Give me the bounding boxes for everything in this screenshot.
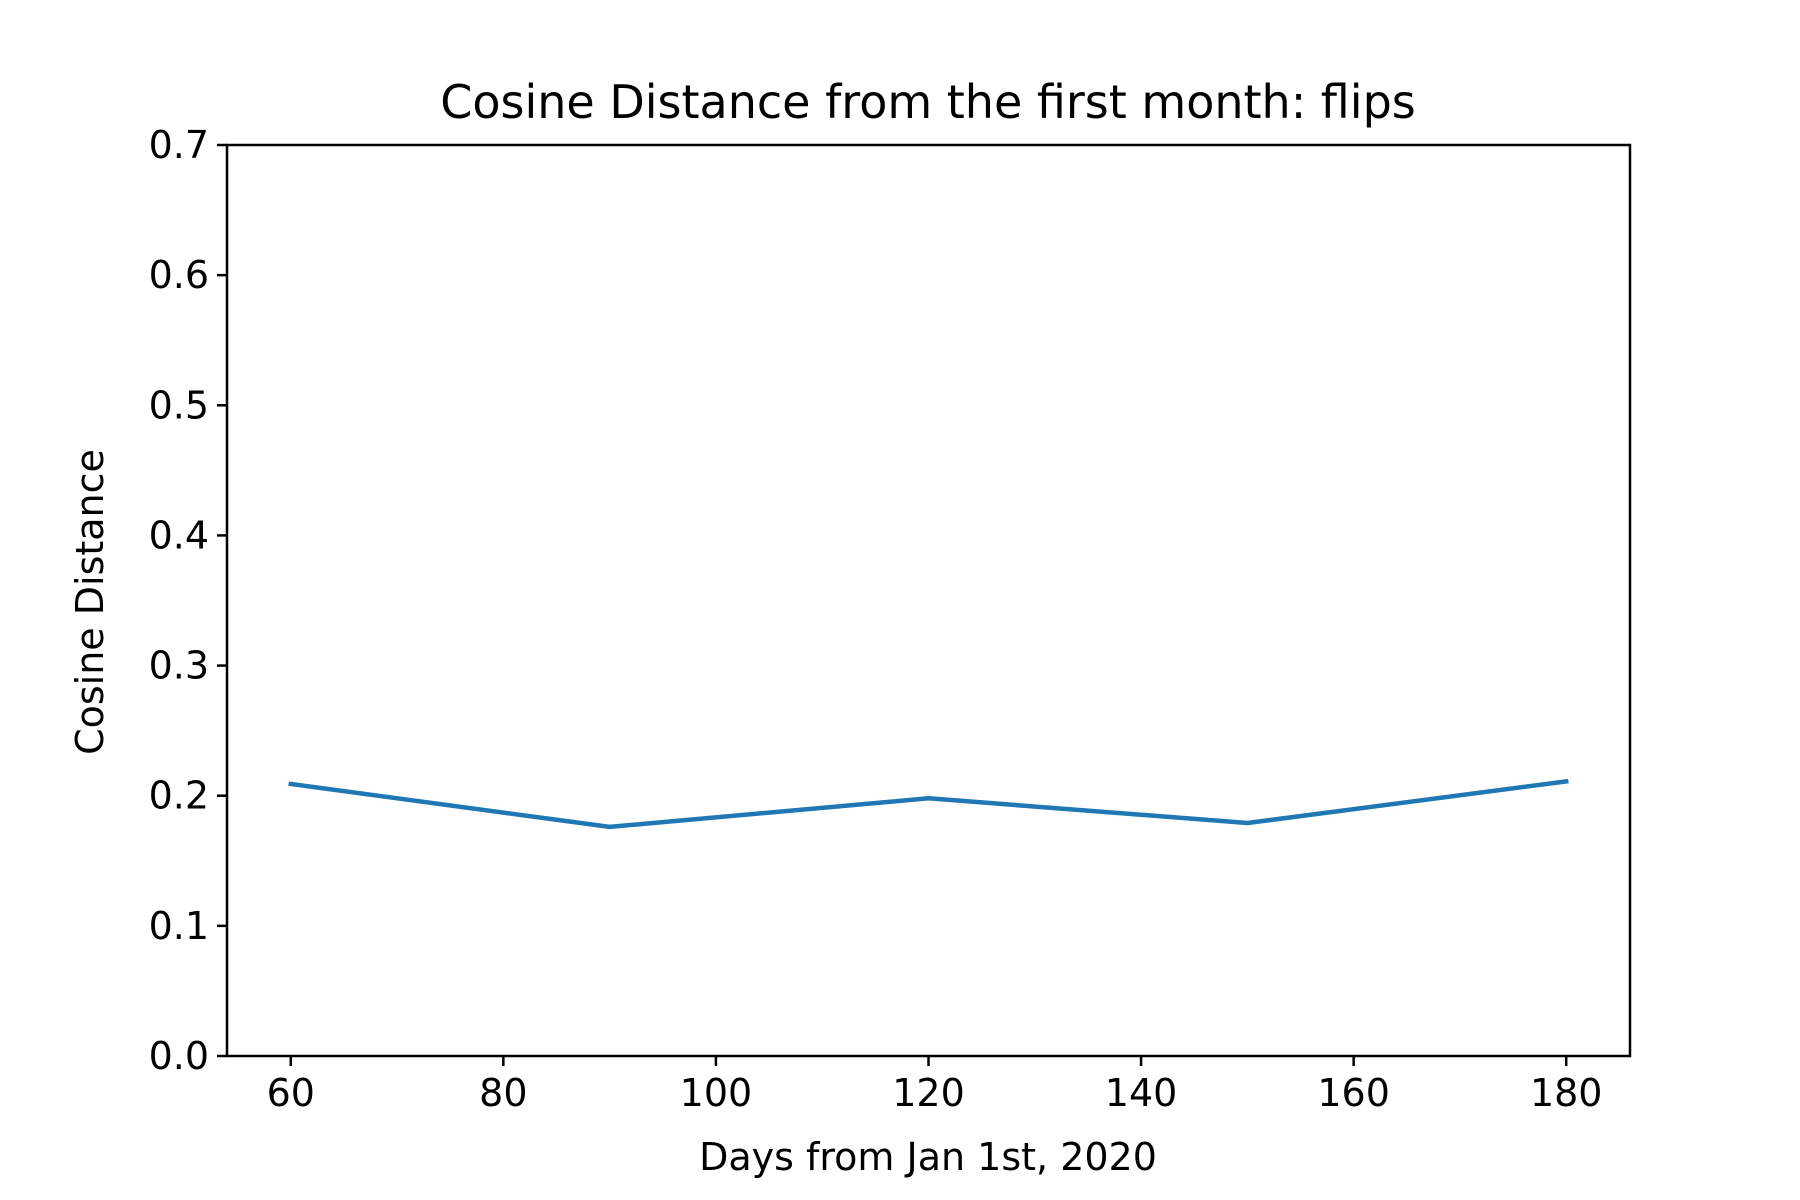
y-tick-label: 0.7 <box>149 123 209 167</box>
x-tick-label: 100 <box>680 1071 753 1115</box>
y-axis-label: Cosine Distance <box>68 449 112 755</box>
series-line <box>288 778 1569 830</box>
chart-title: Cosine Distance from the first month: fl… <box>440 75 1415 129</box>
y-tick-label: 0.1 <box>149 904 209 948</box>
x-tick-label: 180 <box>1530 1071 1603 1115</box>
y-tick-label: 0.3 <box>149 644 209 688</box>
x-tick-label: 160 <box>1317 1071 1390 1115</box>
x-tick-label: 140 <box>1105 1071 1178 1115</box>
x-tick-label: 60 <box>267 1071 315 1115</box>
x-tick-label: 120 <box>892 1071 965 1115</box>
plot-frame <box>225 143 1632 1058</box>
y-tick-label: 0.5 <box>149 383 209 427</box>
x-axis-label: Days from Jan 1st, 2020 <box>699 1135 1157 1179</box>
y-tick-label: 0.4 <box>149 513 209 557</box>
y-tick-label: 0.0 <box>149 1034 209 1078</box>
y-tick-label: 0.2 <box>149 774 209 818</box>
y-tick-label: 0.6 <box>149 253 209 297</box>
plot-area: 60 80 100 120 140 160 180 0.0 0.1 0.2 0.3 0.4 0.5 0.6… <box>149 123 1632 1115</box>
x-tick-label: 80 <box>479 1071 527 1115</box>
